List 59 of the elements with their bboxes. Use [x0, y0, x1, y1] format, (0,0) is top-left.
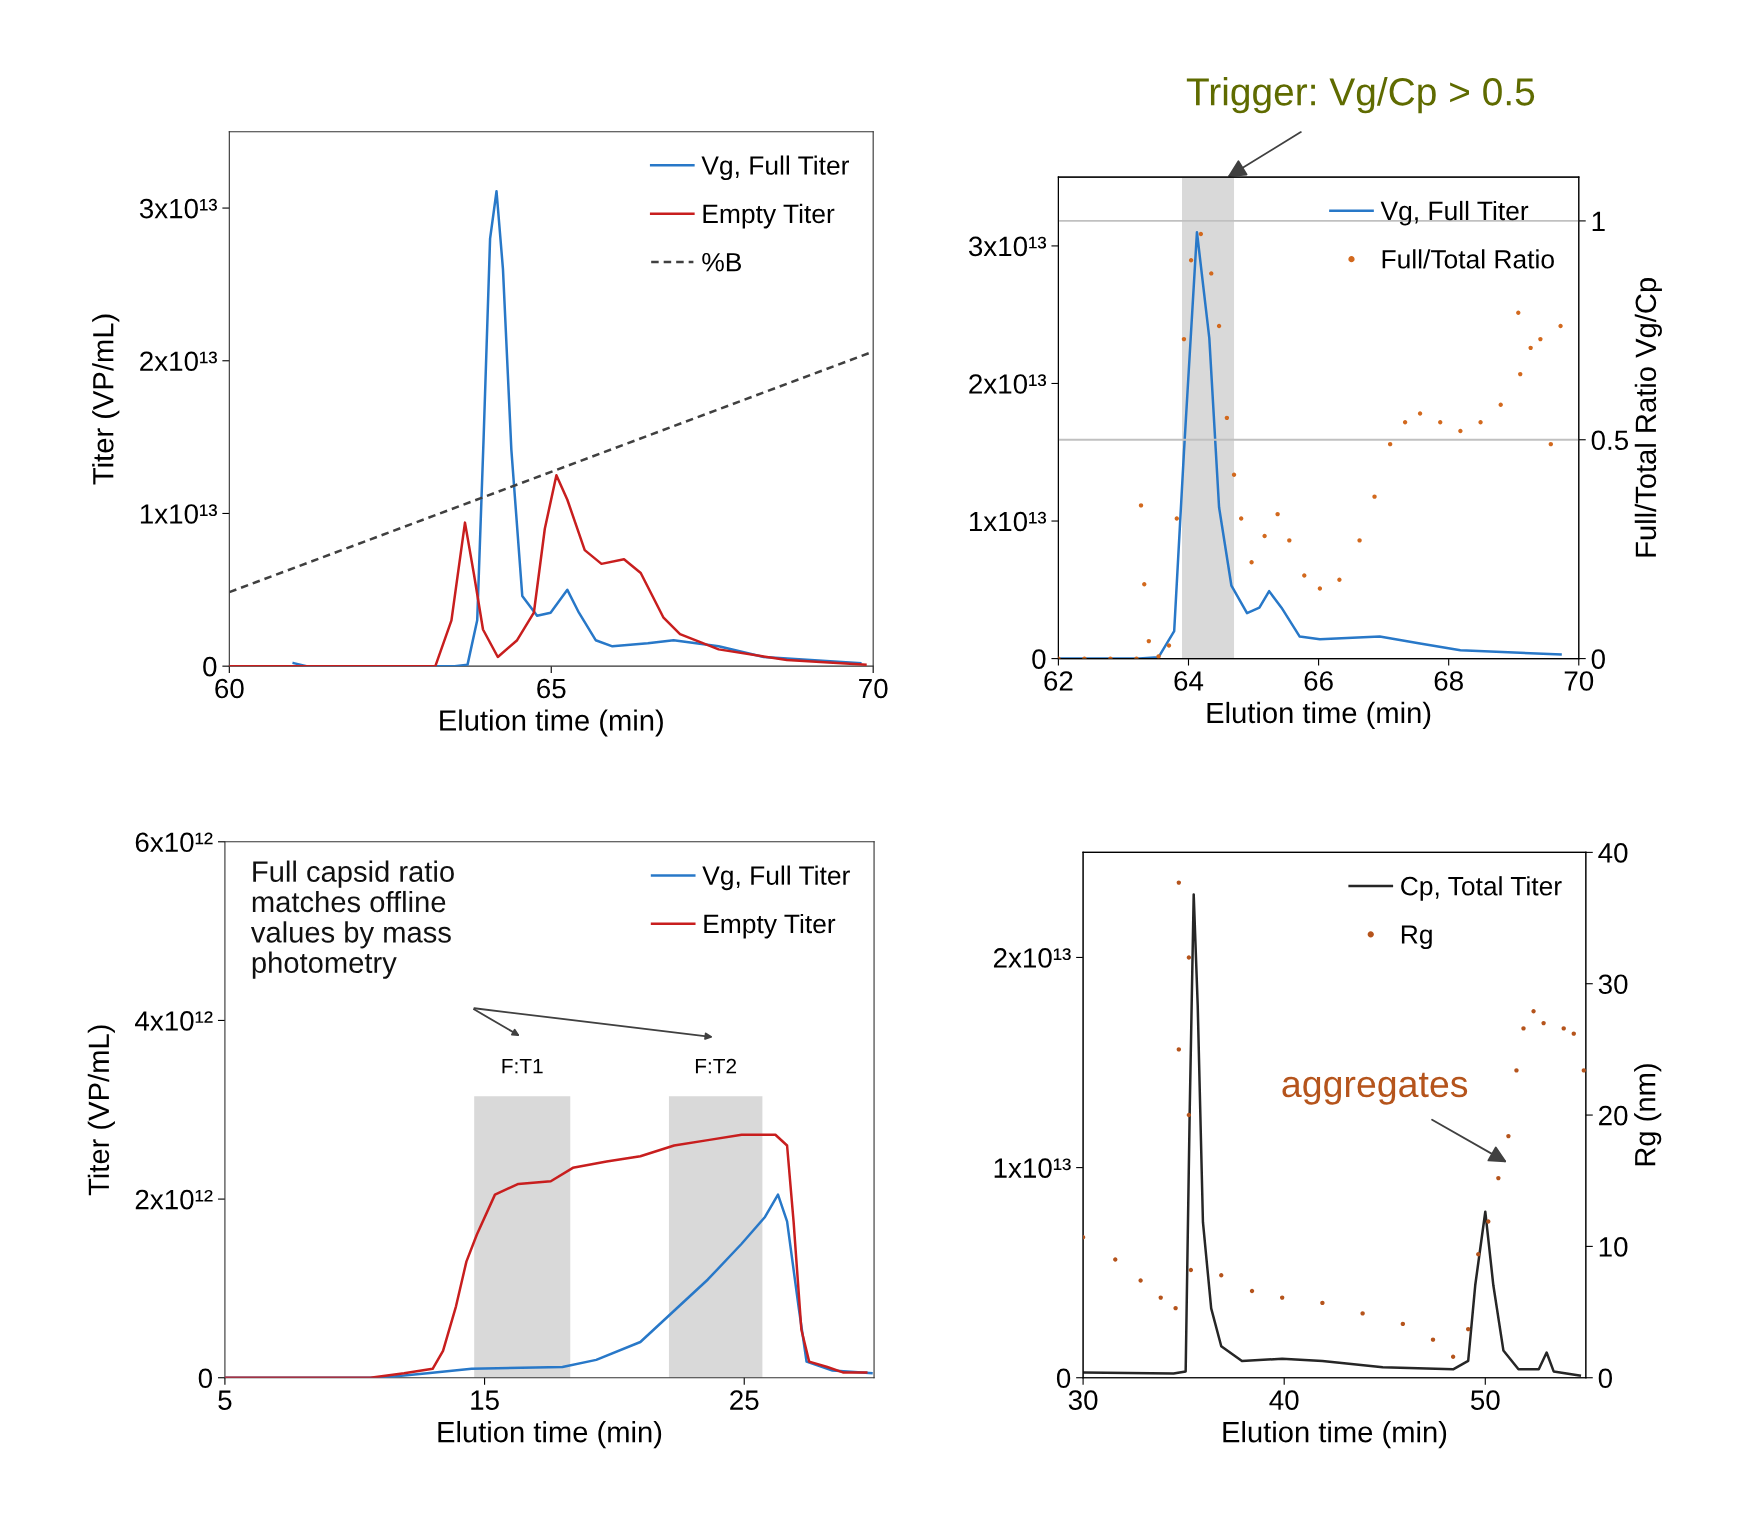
x-tick-label: 70 [859, 678, 888, 699]
y2-tick-label: 1 [1592, 211, 1605, 231]
x-tick-label: 64 [1174, 671, 1204, 691]
y-axis-title: Titer (VP/mL) [87, 1025, 115, 1196]
x-tick-label: 25 [730, 1390, 759, 1410]
x-axis-title: Elution time (min) [440, 709, 663, 737]
y2-tick-label: 30 [1598, 974, 1628, 995]
band-label: F:T2 [695, 1058, 737, 1074]
legend-label: Vg, Full Titer [701, 155, 849, 181]
y2-axis-title: Full/Total Ratio Vg/Cp [1634, 278, 1662, 557]
x-tick-label: 60 [215, 678, 244, 699]
legend-label: Vg, Full Titer [1380, 200, 1529, 226]
y-tick-label: 0 [203, 656, 217, 677]
y-tick-label: 2x10¹³ [140, 351, 217, 372]
legend-label: Empty Titer [703, 203, 835, 229]
y2-tick-label: 0 [1591, 649, 1605, 669]
y-tick-label: 3x10¹³ [968, 236, 1047, 257]
y-tick-label: 0 [198, 1368, 213, 1389]
y-tick-label: 2x10¹³ [969, 374, 1047, 394]
annotation: aggregates [1282, 1072, 1468, 1105]
y2-tick-label: 10 [1599, 1237, 1628, 1257]
y-tick-label: 4x10¹² [135, 1011, 213, 1031]
y2-tick-label: 0.5 [1591, 430, 1629, 451]
legend-label: %B [702, 252, 741, 272]
y2-tick-label: 0 [1598, 1368, 1612, 1389]
annotation: Full capsid ratio matches offline values by mass photometry [250, 860, 454, 979]
y-tick-label: 1x10¹³ [969, 511, 1047, 532]
x-tick-label: 40 [1269, 1390, 1299, 1410]
legend-label: Cp, Total Titer [1401, 876, 1562, 901]
y-axis-title: Titer (VP/mL) [92, 314, 120, 485]
x-tick-label: 66 [1304, 671, 1333, 691]
x-tick-label: 15 [471, 1390, 499, 1410]
legend-label: Full/Total Ratio [1382, 249, 1554, 269]
y-tick-label: 3x10¹³ [139, 198, 217, 219]
x-tick-label: 62 [1044, 671, 1073, 691]
x-tick-label: 5 [218, 1390, 232, 1410]
y-tick-label: 2x10¹² [135, 1189, 213, 1210]
y-tick-label: 6x10¹² [135, 832, 213, 853]
x-axis-title: Elution time (min) [1207, 701, 1431, 730]
y2-tick-label: 40 [1598, 843, 1628, 863]
legend-label: Vg, Full Titer [702, 865, 850, 891]
x-tick-label: 30 [1068, 1390, 1098, 1410]
y2-axis-title: Rg (nm) [1634, 1064, 1662, 1166]
x-axis-title: Elution time (min) [1223, 1421, 1447, 1449]
y-tick-label: 1x10¹³ [140, 504, 217, 524]
legend-label: Empty Titer [704, 913, 836, 939]
y2-tick-label: 20 [1599, 1105, 1628, 1126]
x-axis-title: Elution time (min) [438, 1421, 662, 1449]
x-tick-label: 50 [1470, 1390, 1500, 1410]
x-tick-label: 68 [1434, 671, 1463, 691]
x-tick-label: 65 [537, 678, 566, 699]
annotation: Trigger: Vg/Cp > 0.5 [1186, 77, 1535, 114]
legend-label: Rg [1401, 925, 1432, 950]
y-tick-label: 2x10¹³ [993, 948, 1071, 968]
x-tick-label: 70 [1564, 671, 1594, 691]
y-tick-label: 0 [1056, 1368, 1071, 1389]
y-tick-label: 1x10¹³ [994, 1158, 1071, 1178]
y-tick-label: 0 [1032, 649, 1046, 669]
band-label: F:T1 [502, 1058, 543, 1074]
